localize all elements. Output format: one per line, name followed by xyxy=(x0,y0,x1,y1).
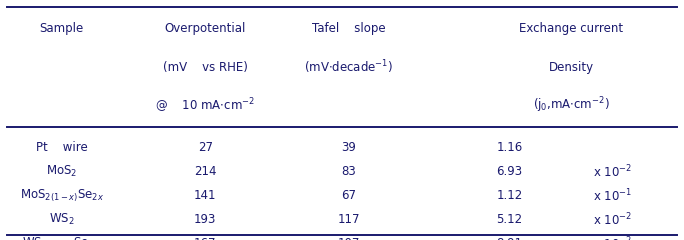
Text: MoS$_2$: MoS$_2$ xyxy=(46,164,77,179)
Text: Pt    wire: Pt wire xyxy=(36,141,88,154)
Text: Overpotential: Overpotential xyxy=(165,22,246,35)
Text: x 10$^{-2}$: x 10$^{-2}$ xyxy=(592,211,632,228)
Text: 117: 117 xyxy=(338,213,360,226)
Text: WS$_2$: WS$_2$ xyxy=(49,212,75,227)
Text: Exchange current: Exchange current xyxy=(519,22,623,35)
Text: 27: 27 xyxy=(198,141,213,154)
Text: @    10 mA$\cdot$cm$^{-2}$: @ 10 mA$\cdot$cm$^{-2}$ xyxy=(155,96,255,115)
Text: 1.12: 1.12 xyxy=(497,189,523,202)
Text: 67: 67 xyxy=(341,189,356,202)
Text: 1.16: 1.16 xyxy=(497,141,523,154)
Text: x 10$^{-2}$: x 10$^{-2}$ xyxy=(592,235,632,240)
Text: x 10$^{-2}$: x 10$^{-2}$ xyxy=(592,163,632,180)
Text: (mV$\cdot$decade$^{-1}$): (mV$\cdot$decade$^{-1}$) xyxy=(304,58,393,76)
Text: (j$_0$,mA$\cdot$cm$^{-2}$): (j$_0$,mA$\cdot$cm$^{-2}$) xyxy=(533,96,609,115)
Text: 167: 167 xyxy=(194,237,216,240)
Text: 83: 83 xyxy=(341,165,356,178)
Text: 8.91: 8.91 xyxy=(497,237,523,240)
Text: Density: Density xyxy=(549,61,594,74)
Text: x 10$^{-1}$: x 10$^{-1}$ xyxy=(592,187,632,204)
Text: WS$_{2(1-x)}$Se$_{2x}$: WS$_{2(1-x)}$Se$_{2x}$ xyxy=(23,235,101,240)
Text: Sample: Sample xyxy=(40,22,83,35)
Text: 141: 141 xyxy=(194,189,216,202)
Text: 39: 39 xyxy=(341,141,356,154)
Text: 107: 107 xyxy=(338,237,360,240)
Text: (mV    vs RHE): (mV vs RHE) xyxy=(163,61,248,74)
Text: 193: 193 xyxy=(194,213,216,226)
Text: 6.93: 6.93 xyxy=(497,165,523,178)
Text: 214: 214 xyxy=(194,165,216,178)
Text: 5.12: 5.12 xyxy=(497,213,523,226)
Text: MoS$_{2(1-x)}$Se$_{2x}$: MoS$_{2(1-x)}$Se$_{2x}$ xyxy=(20,187,103,204)
Text: Tafel    slope: Tafel slope xyxy=(312,22,386,35)
